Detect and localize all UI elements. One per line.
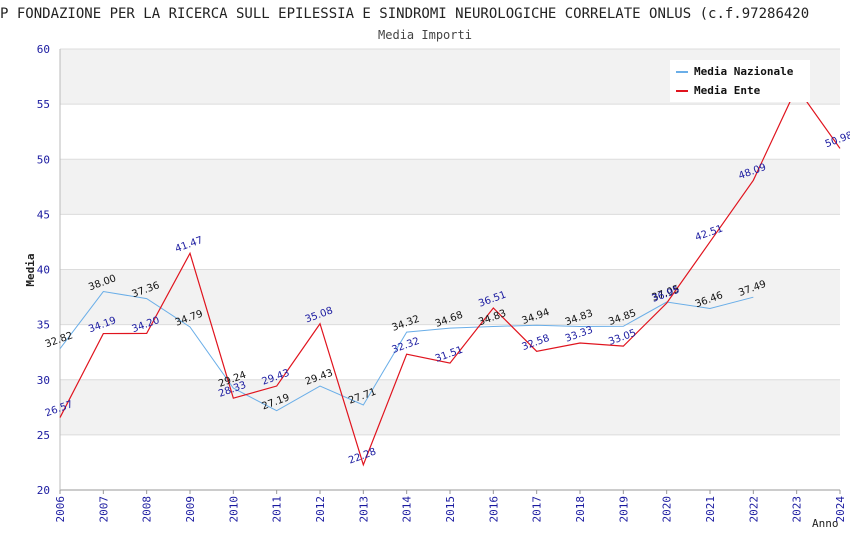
data-label-ente: 32.32 <box>390 336 421 356</box>
x-tick-label: 2024 <box>834 496 847 523</box>
x-tick-label: 2007 <box>97 496 110 523</box>
y-tick-label: 25 <box>37 429 50 442</box>
y-tick-label: 20 <box>37 484 50 497</box>
x-tick-label: 2016 <box>487 496 500 523</box>
data-label-ente: 50.98 <box>824 130 850 150</box>
y-tick-label: 50 <box>37 153 50 166</box>
legend-label-nazionale: Media Nazionale <box>694 65 794 78</box>
data-label-nazionale: 32.82 <box>44 330 75 350</box>
legend: Media Nazionale Media Ente <box>670 60 810 102</box>
x-tick-label: 2023 <box>791 496 804 523</box>
plot-bands <box>60 49 840 435</box>
y-tick-label: 40 <box>37 264 50 277</box>
data-label-ente: 42.51 <box>694 223 725 243</box>
x-tick-label: 2008 <box>141 496 154 523</box>
x-tick-labels: 2006 2007 2008 2009 2010 2011 2012 2013 2014 2015… <box>54 496 847 523</box>
x-tick-label: 2012 <box>314 496 327 523</box>
x-tick-label: 2022 <box>747 496 760 523</box>
y-tick-labels: 20 25 30 35 40 45 50 55 60 <box>37 43 50 497</box>
x-tick-label: 2013 <box>357 496 370 523</box>
chart-title: P FONDAZIONE PER LA RICERCA SULL EPILESS… <box>0 6 810 22</box>
data-label-ente: 31.51 <box>434 345 465 365</box>
y-tick-label: 45 <box>37 208 50 221</box>
x-tick-label: 2019 <box>617 496 630 523</box>
x-tick-label: 2021 <box>704 496 717 523</box>
y-tick-label: 30 <box>37 374 50 387</box>
x-tick-label: 2018 <box>574 496 587 523</box>
x-tick-label: 2017 <box>531 496 544 523</box>
series-line-ente <box>59 86 841 467</box>
y-tick-label: 35 <box>37 319 50 332</box>
x-tick-label: 2020 <box>661 496 674 523</box>
plot-band <box>60 269 840 325</box>
x-tick-label: 2011 <box>271 496 284 523</box>
chart-subtitle: Media Importi <box>378 28 472 42</box>
x-tick-label: 2014 <box>401 496 414 523</box>
legend-label-ente: Media Ente <box>694 84 761 97</box>
x-tick-label: 2006 <box>54 496 67 523</box>
plot-band <box>60 379 840 435</box>
data-label-ente: 41.47 <box>174 235 205 255</box>
x-tick-label: 2010 <box>227 496 240 523</box>
x-axis-label: Anno <box>812 517 839 530</box>
x-tick-label: 2009 <box>184 496 197 523</box>
y-tick-label: 55 <box>37 98 50 111</box>
y-tick-label: 60 <box>37 43 50 56</box>
series-line-nazionale <box>59 291 754 412</box>
legend-box <box>670 60 810 102</box>
series-lines <box>59 86 841 467</box>
x-tick-label: 2015 <box>444 496 457 523</box>
data-label-ente: 33.05 <box>607 328 638 348</box>
plot-band <box>60 159 840 215</box>
y-axis-label: Media <box>24 253 37 286</box>
